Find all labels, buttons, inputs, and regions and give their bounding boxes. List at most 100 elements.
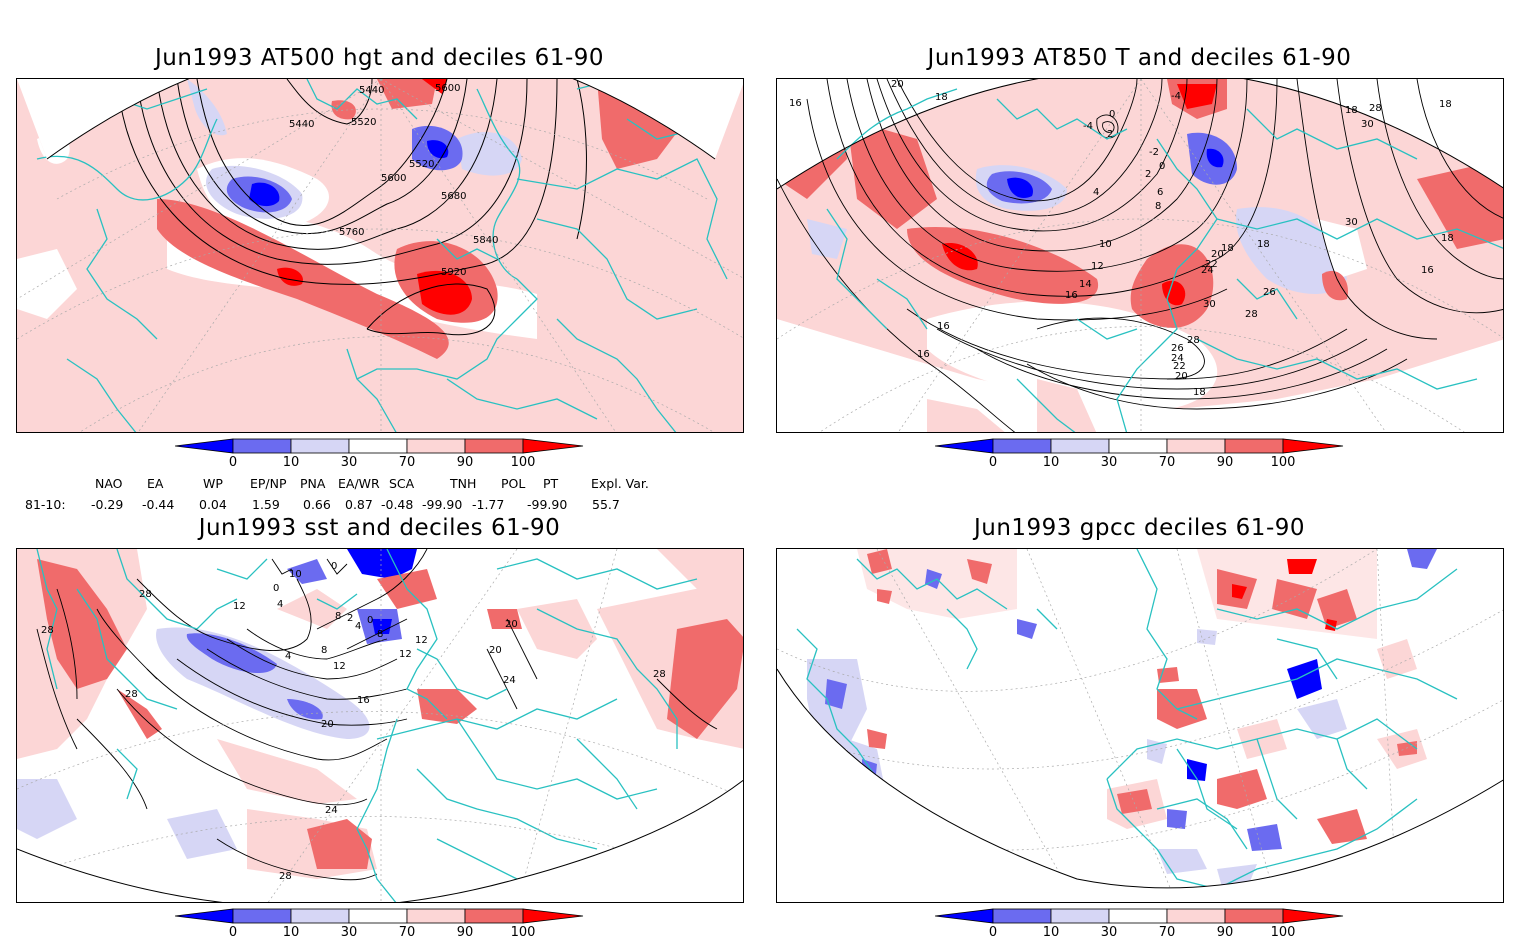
panel-title-hgt500: Jun1993 AT500 hgt and deciles 61-90 (154, 45, 605, 71)
contour-label: 16 (917, 349, 930, 360)
colorbar-swatch (290, 908, 350, 924)
colorbar-swatch (1050, 438, 1110, 454)
contour-label: 14 (1079, 279, 1092, 290)
sst-contours (36, 549, 718, 881)
colorbar-swatch (1282, 908, 1344, 924)
graticule (777, 79, 1503, 432)
map-hgt500: 5440 5600 5440 5520 5520 5600 5680 5760 … (17, 79, 743, 432)
contour-label: 5680 (441, 191, 466, 202)
colorbar-swatches (175, 908, 584, 924)
index-value-ea: -0.44 (142, 497, 175, 512)
contour-label: 5840 (473, 235, 498, 246)
contour-label: 8 (377, 629, 383, 640)
colorbar-swatch (992, 908, 1052, 924)
contour-labels: 5440 5600 5440 5520 5520 5600 5680 5760 … (289, 83, 498, 278)
colorbar-tick-label: 0 (988, 455, 998, 470)
precip-decile-patches (807, 549, 1437, 889)
colorbar-swatch (522, 438, 584, 454)
contour-label: 28 (1245, 309, 1258, 320)
contour-label: 28 (653, 669, 666, 680)
contour-label: 0 (367, 615, 373, 626)
contour-label: 16 (1421, 265, 1434, 276)
contour-label: 26 (1171, 343, 1184, 354)
index-value-pt: -99.90 (527, 497, 568, 512)
contour-label: 5520 (351, 117, 376, 128)
map-boundary (17, 779, 743, 902)
contour-label: 0 (331, 561, 337, 572)
index-header-wp: WP (203, 476, 223, 491)
map-panel-t850: 16 20 18 -4 0 2 -4 -2 0 2 4 6 8 10 12 14… (776, 78, 1504, 433)
contour-label: 2 (1107, 129, 1113, 140)
contour-label: 24 (503, 675, 516, 686)
contour-label: 18 (1441, 233, 1454, 244)
map-panel-sst: 28 28 28 12 0 10 0 4 8 2 4 0 8 12 4 8 12… (16, 548, 744, 903)
contour-label: 30 (1345, 217, 1358, 228)
contour-label: 30 (1361, 119, 1374, 130)
contour-labels: 28 28 28 12 0 10 0 4 8 2 4 0 8 12 4 8 12… (41, 561, 666, 882)
coastlines (826, 88, 1503, 432)
map-t850: 16 20 18 -4 0 2 -4 -2 0 2 4 6 8 10 12 14… (777, 79, 1503, 432)
contour-label: 18 (1221, 243, 1234, 254)
contour-label: 2 (347, 613, 353, 624)
contour-label: 16 (1065, 290, 1078, 301)
index-header-sca: SCA (389, 476, 415, 491)
colorbar-swatch (522, 908, 584, 924)
colorbar-swatch (175, 908, 234, 924)
contour-label: 5760 (339, 227, 364, 238)
contour-label: 16 (357, 695, 370, 706)
colorbar-swatch (1224, 438, 1284, 454)
map-panel-gpcc (776, 548, 1504, 903)
index-header-pol: POL (501, 476, 526, 491)
contour-label: 5600 (435, 83, 460, 94)
colorbar-swatches (175, 438, 584, 454)
contour-label: 22 (1173, 361, 1186, 372)
contour-label: 16 (789, 98, 802, 109)
colorbar-swatches (935, 438, 1344, 454)
graticule (17, 549, 743, 902)
index-value-sca: -0.48 (381, 497, 414, 512)
contour-label: 26 (1263, 287, 1276, 298)
colorbar-gpcc: 0 10 30 70 90 100 (935, 908, 1345, 942)
map-panel-hgt500: 5440 5600 5440 5520 5520 5600 5680 5760 … (16, 78, 744, 433)
graticule (17, 79, 743, 432)
contour-label: -4 (1083, 121, 1093, 132)
map-boundary (777, 79, 1503, 190)
contour-label: 28 (41, 625, 54, 636)
panel-title-gpcc: Jun1993 gpcc deciles 61-90 (973, 515, 1306, 541)
map-boundary (777, 668, 1503, 889)
colorbar-tick-label: 70 (398, 455, 416, 470)
contour-label: 6 (1157, 187, 1163, 198)
contour-label: 4 (1093, 187, 1099, 198)
index-value-tnh: -99.90 (422, 497, 463, 512)
contour-label: 20 (891, 79, 904, 90)
contour-label: 5520 (409, 159, 434, 170)
contour-label: 20 (1175, 371, 1188, 382)
contour-label: 20 (1211, 249, 1224, 260)
colorbar-swatch (935, 438, 994, 454)
contour-label: 8 (1155, 201, 1161, 212)
index-header-explvar: Expl. Var. (591, 476, 649, 491)
contour-label: 28 (1369, 103, 1382, 114)
height-contours (116, 79, 587, 336)
contour-label: 8 (335, 611, 341, 622)
index-value-pna: 0.66 (303, 497, 331, 512)
contour-label: 12 (1091, 261, 1104, 272)
colorbar-swatch (1224, 908, 1284, 924)
contour-label: 10 (1099, 239, 1112, 250)
colorbar-tick-label: 100 (1270, 455, 1296, 470)
colorbar-swatch (464, 438, 524, 454)
contour-label: 5440 (289, 119, 314, 130)
contour-label: 18 (1257, 239, 1270, 250)
colorbar-tick-label: 30 (1100, 455, 1118, 470)
panel-title-t850: Jun1993 AT850 T and deciles 61-90 (927, 45, 1352, 71)
index-header-epnp: EP/NP (250, 476, 287, 491)
contour-label: 4 (277, 599, 283, 610)
colorbar-swatch (1108, 438, 1168, 454)
contour-label: 24 (1201, 265, 1214, 276)
index-header-pna: PNA (300, 476, 326, 491)
contour-labels: 16 20 18 -4 0 2 -4 -2 0 2 4 6 8 10 12 14… (789, 79, 1454, 398)
contour-label: 28 (279, 871, 292, 882)
contour-label: 18 (1345, 105, 1358, 116)
coastlines (796, 549, 1458, 890)
colorbar-tick-label: 0 (228, 925, 238, 940)
